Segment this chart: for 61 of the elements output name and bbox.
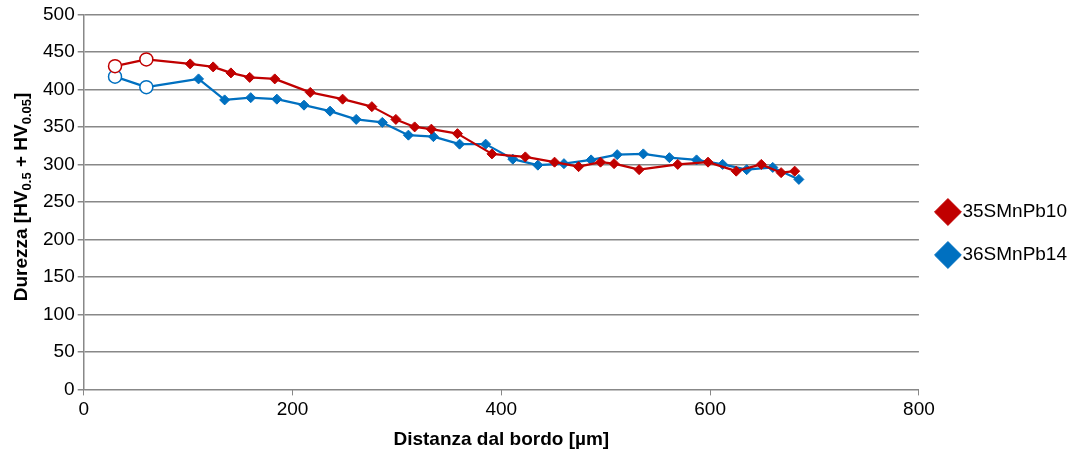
point xyxy=(269,73,281,85)
legend-label: 35SMnPb10 xyxy=(962,200,1067,222)
point xyxy=(549,156,561,168)
legend-label: 36SMnPb14 xyxy=(962,243,1068,265)
point xyxy=(789,165,801,177)
point xyxy=(350,113,362,125)
point xyxy=(193,73,205,85)
point xyxy=(184,58,196,70)
point xyxy=(702,156,714,168)
point xyxy=(376,116,388,128)
y-tick-label: 150 xyxy=(43,265,75,287)
y-tick-label: 0 xyxy=(64,377,75,399)
point xyxy=(402,129,414,141)
point xyxy=(271,93,283,105)
x-tick-label: 800 xyxy=(903,398,935,420)
point xyxy=(480,138,492,150)
point xyxy=(207,61,219,73)
point xyxy=(486,148,498,160)
point xyxy=(139,52,154,67)
x-axis-title: Distanza dal bordo [µm] xyxy=(393,427,610,449)
point xyxy=(219,94,231,106)
point xyxy=(390,113,402,125)
y-tick-label: 300 xyxy=(43,152,75,174)
y-tick-label: 50 xyxy=(53,340,75,362)
point xyxy=(324,105,336,117)
point xyxy=(608,158,620,170)
y-tick-label: 350 xyxy=(43,115,75,137)
x-tick-label: 0 xyxy=(78,398,89,420)
y-tick-label: 500 xyxy=(43,2,75,24)
point xyxy=(304,86,316,98)
point xyxy=(427,131,439,143)
y-tick-label: 250 xyxy=(43,190,75,212)
point xyxy=(611,149,623,161)
y-tick-label: 400 xyxy=(43,77,75,99)
point xyxy=(663,152,675,164)
point xyxy=(633,164,645,176)
point xyxy=(755,158,767,170)
point xyxy=(245,92,257,104)
point xyxy=(775,167,787,179)
y-tick-label: 100 xyxy=(43,302,75,324)
point xyxy=(409,121,421,133)
point xyxy=(425,123,437,135)
x-tick-label: 400 xyxy=(485,398,518,420)
point xyxy=(225,67,237,79)
point xyxy=(793,173,805,185)
point xyxy=(244,71,256,83)
point xyxy=(298,99,310,111)
point xyxy=(451,128,463,140)
point xyxy=(107,58,123,74)
point xyxy=(595,156,606,168)
point xyxy=(337,93,349,105)
x-tick-label: 600 xyxy=(694,398,726,420)
point xyxy=(730,165,742,177)
point xyxy=(519,151,531,163)
point xyxy=(366,101,378,113)
x-tick-label: 200 xyxy=(276,398,309,420)
y-tick-label: 450 xyxy=(43,40,75,62)
point xyxy=(573,161,585,173)
point xyxy=(672,158,684,170)
y-tick-label: 200 xyxy=(43,227,75,249)
point xyxy=(139,79,154,95)
